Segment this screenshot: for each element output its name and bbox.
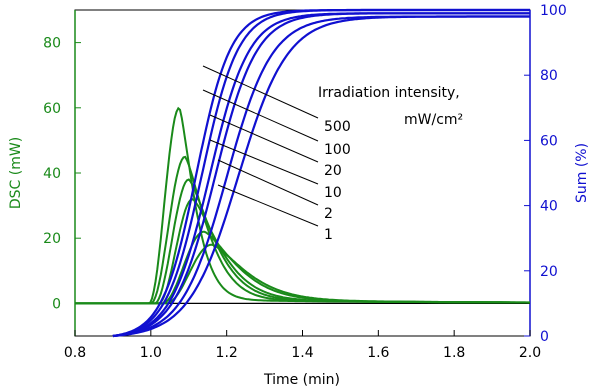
leader-line	[202, 89, 319, 142]
x-axis-label: Time (min)	[263, 372, 340, 388]
left-axis-label: DSC (mW)	[8, 137, 24, 209]
right-axis-label: Sum (%)	[574, 143, 590, 203]
right-tick-label: 80	[540, 68, 558, 84]
intensity-label: 1	[324, 227, 333, 243]
x-axis-ticks: 0.8 1.0 1.2 1.4 1.6 1.8 2.0	[64, 330, 541, 361]
right-tick-label: 100	[540, 3, 567, 19]
x-tick-label: 1.6	[367, 345, 389, 361]
x-tick-label: 0.8	[64, 345, 86, 361]
right-tick-label: 0	[540, 329, 549, 345]
x-tick-label: 1.8	[443, 345, 465, 361]
leader-line	[217, 159, 319, 206]
intensity-labels: 500 100 20 10 2 1	[324, 119, 351, 243]
intensity-label: 100	[324, 142, 351, 158]
intensity-label: 500	[324, 119, 351, 135]
sum-series-line	[112, 15, 530, 338]
x-tick-label: 1.4	[291, 345, 313, 361]
right-tick-label: 40	[540, 199, 558, 215]
intensity-label: 10	[324, 185, 342, 201]
leader-line	[217, 184, 319, 227]
dsc-series-line	[75, 155, 530, 305]
dsc-series-line	[75, 243, 530, 305]
intensity-label: 20	[324, 163, 342, 179]
annotation-unit: mW/cm²	[404, 112, 463, 128]
right-axis-ticks: 0 20 40 60 80 100	[524, 3, 567, 345]
intensity-label: 2	[324, 206, 333, 222]
left-tick-label: 0	[52, 296, 61, 312]
dsc-series-line	[75, 230, 530, 305]
left-axis-ticks: 0 20 40 60 80	[43, 36, 81, 312]
dsc-series-group	[75, 106, 530, 305]
dsc-series-line	[75, 197, 530, 305]
sum-series-line	[112, 12, 530, 338]
x-tick-label: 2.0	[519, 345, 541, 361]
annotation-leaders	[202, 65, 319, 227]
leader-line	[209, 114, 319, 163]
dsc-series-line	[75, 106, 530, 305]
left-tick-label: 60	[43, 101, 61, 117]
left-tick-label: 20	[43, 231, 61, 247]
plot-frame	[74, 9, 531, 337]
right-tick-label: 60	[540, 133, 558, 149]
leader-line	[209, 139, 319, 185]
sum-series-line	[112, 8, 530, 338]
x-tick-label: 1.2	[216, 345, 238, 361]
left-tick-label: 40	[43, 166, 61, 182]
leader-line	[202, 65, 319, 119]
left-tick-label: 80	[43, 36, 61, 52]
x-tick-label: 1.0	[140, 345, 162, 361]
sum-series-group	[112, 8, 530, 338]
annotation-title: Irradiation intensity,	[318, 85, 460, 101]
right-tick-label: 20	[540, 264, 558, 280]
